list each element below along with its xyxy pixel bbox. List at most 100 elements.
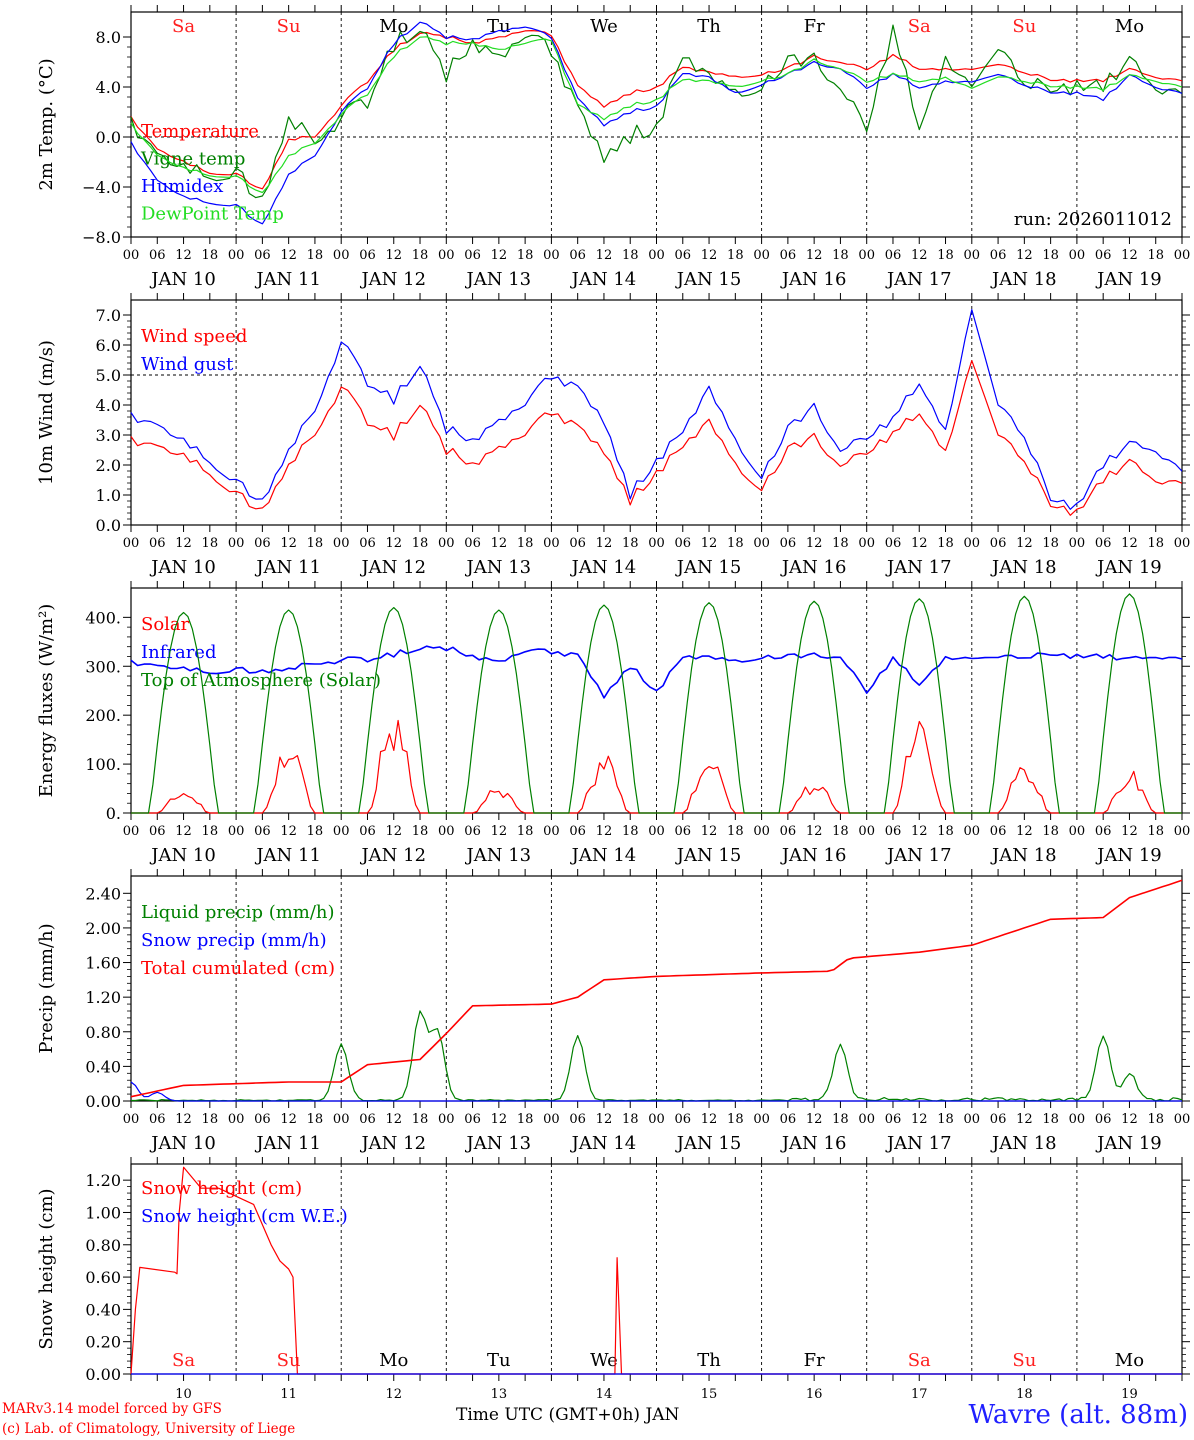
- hour-tick-label: 06: [780, 536, 797, 551]
- day-number-label: 12: [385, 1387, 402, 1402]
- hour-tick-label: 00: [333, 248, 350, 263]
- hour-tick-label: 18: [517, 248, 534, 263]
- hour-tick-label: 18: [1147, 1112, 1164, 1127]
- day-label: JAN 14: [570, 557, 637, 578]
- weekday-label: Su: [1012, 16, 1036, 37]
- weekday-label: Su: [1012, 1350, 1036, 1371]
- hour-tick-label: 12: [911, 1112, 928, 1127]
- day-label: JAN 10: [149, 269, 216, 290]
- hour-tick-label: 12: [911, 536, 928, 551]
- hour-tick-label: 12: [596, 1112, 613, 1127]
- hour-tick-label: 12: [596, 248, 613, 263]
- hour-tick-label: 06: [569, 248, 586, 263]
- hour-tick-label: 00: [964, 536, 981, 551]
- hour-tick-label: 00: [228, 1112, 245, 1127]
- hour-tick-label: 00: [753, 1112, 770, 1127]
- hour-tick-label: 06: [675, 824, 692, 839]
- hour-tick-label: 18: [727, 1112, 744, 1127]
- legend-entry: DewPoint Temp: [141, 204, 284, 225]
- hour-tick-label: 12: [701, 536, 718, 551]
- hour-tick-label: 00: [543, 536, 560, 551]
- day-label: JAN 12: [359, 269, 426, 290]
- hour-tick-label: 12: [1121, 1112, 1138, 1127]
- day-label: JAN 16: [780, 845, 847, 866]
- y-tick-label: 4.0: [96, 78, 121, 97]
- day-label: JAN 13: [465, 845, 532, 866]
- day-label: JAN 14: [570, 269, 637, 290]
- hour-tick-label: 06: [1095, 248, 1112, 263]
- hour-tick-label: 00: [438, 536, 455, 551]
- credit-line-2: (c) Lab. of Climatology, University of L…: [2, 1421, 296, 1437]
- y-tick-label: 2.00: [85, 919, 121, 938]
- day-number-label: 17: [911, 1387, 928, 1402]
- hour-tick-label: 06: [885, 824, 902, 839]
- hour-tick-label: 00: [1174, 1112, 1191, 1127]
- legend-entry: Liquid precip (mm/h): [141, 902, 335, 923]
- hour-tick-label: 18: [832, 1112, 849, 1127]
- y-tick-label: 0.80: [85, 1236, 121, 1255]
- weekday-label: Su: [277, 16, 301, 37]
- hour-tick-label: 06: [254, 248, 271, 263]
- hour-tick-label: 00: [543, 1112, 560, 1127]
- weekday-label: We: [590, 16, 618, 37]
- y-tick-label: 0.00: [85, 1365, 121, 1384]
- day-label: JAN 18: [990, 269, 1057, 290]
- hour-tick-label: 18: [832, 536, 849, 551]
- weekday-label: Tu: [487, 16, 511, 37]
- hour-tick-label: 12: [701, 824, 718, 839]
- hour-tick-label: 06: [464, 824, 481, 839]
- y-tick-label: 5.0: [96, 366, 121, 385]
- day-label: JAN 11: [254, 557, 321, 578]
- hour-tick-label: 00: [438, 824, 455, 839]
- day-label: JAN 10: [149, 845, 216, 866]
- hour-tick-label: 00: [333, 536, 350, 551]
- hour-tick-label: 00: [333, 824, 350, 839]
- y-tick-label: 2.0: [96, 456, 121, 475]
- hour-tick-label: 18: [832, 248, 849, 263]
- y-tick-label: 0.60: [85, 1268, 121, 1287]
- hour-tick-label: 18: [1147, 824, 1164, 839]
- hour-tick-label: 06: [359, 824, 376, 839]
- hour-tick-label: 18: [727, 536, 744, 551]
- legend-entry: Infrared: [141, 642, 216, 663]
- hour-tick-label: 12: [280, 248, 297, 263]
- hour-tick-label: 00: [648, 1112, 665, 1127]
- hour-tick-label: 00: [1069, 248, 1086, 263]
- weekday-label: Sa: [172, 1350, 195, 1371]
- hour-tick-label: 18: [202, 1112, 219, 1127]
- hour-tick-label: 18: [202, 536, 219, 551]
- hour-tick-label: 18: [1042, 536, 1059, 551]
- y-tick-label: 0.00: [85, 1092, 121, 1111]
- hour-tick-label: 00: [228, 824, 245, 839]
- hour-tick-label: 18: [622, 536, 639, 551]
- day-label: JAN 15: [675, 269, 742, 290]
- hour-tick-label: 00: [858, 1112, 875, 1127]
- hour-tick-label: 00: [858, 536, 875, 551]
- hour-tick-label: 12: [280, 536, 297, 551]
- hour-tick-label: 06: [569, 1112, 586, 1127]
- hour-tick-label: 12: [701, 248, 718, 263]
- series-line-vigne-temp: [130, 24, 1183, 199]
- hour-tick-label: 18: [622, 1112, 639, 1127]
- day-label: JAN 17: [885, 557, 952, 578]
- hour-tick-label: 06: [885, 248, 902, 263]
- legend-entry: Wind speed: [141, 326, 247, 347]
- hour-tick-label: 06: [254, 824, 271, 839]
- weekday-label: Tu: [487, 1350, 511, 1371]
- day-label: JAN 17: [885, 845, 952, 866]
- panel-5: 0.00 0.20 0.40 0.60 0.80 1.00 1.20 Snow height …: [36, 1157, 1190, 1402]
- day-label: JAN 15: [675, 557, 742, 578]
- hour-tick-label: 18: [937, 824, 954, 839]
- hour-tick-label: 18: [1147, 248, 1164, 263]
- hour-tick-label: 00: [438, 1112, 455, 1127]
- hour-tick-label: 12: [385, 1112, 402, 1127]
- hour-tick-label: 00: [858, 248, 875, 263]
- hour-tick-label: 06: [149, 824, 166, 839]
- hour-tick-label: 12: [596, 824, 613, 839]
- hour-tick-label: 06: [780, 248, 797, 263]
- y-tick-label: 4.0: [96, 396, 121, 415]
- y-tick-label: 7.0: [96, 306, 121, 325]
- hour-tick-label: 06: [149, 1112, 166, 1127]
- time-axis-label: Time UTC (GMT+0h) JAN: [456, 1405, 680, 1425]
- hour-tick-label: 06: [149, 248, 166, 263]
